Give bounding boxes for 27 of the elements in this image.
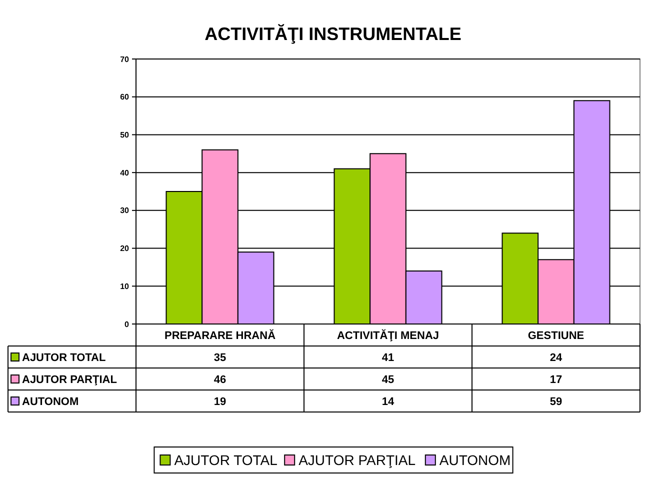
- y-tick-label: 0: [124, 320, 130, 329]
- x-tick-label: PREPARARE HRANĂ: [164, 328, 276, 342]
- x-tick-label: GESTIUNE: [528, 330, 584, 342]
- data-label: 41: [382, 352, 394, 364]
- data-label: 14: [382, 396, 395, 408]
- data-label: 46: [214, 374, 226, 386]
- x-tick-label: ACTIVITĂŢI MENAJ: [336, 328, 440, 342]
- legend-label: AJUTOR PARŢIAL: [22, 374, 118, 386]
- data-label: 45: [382, 374, 394, 386]
- data-label: 59: [550, 396, 562, 408]
- y-tick-label: 60: [120, 92, 130, 102]
- data-label: 17: [550, 374, 562, 386]
- text: AJUTOR TOTAL: [174, 452, 278, 468]
- legend-label: AJUTOR TOTAL: [22, 352, 106, 364]
- data-label: 24: [550, 352, 563, 364]
- y-tick-label: 20: [120, 244, 130, 254]
- y-tick-label: 50: [120, 130, 130, 140]
- data-label: 35: [214, 352, 226, 364]
- text: AJUTOR PARŢIAL: [298, 452, 416, 468]
- y-tick-label: 70: [120, 54, 130, 64]
- y-tick-label: 10: [120, 282, 130, 291]
- y-tick-label: 30: [120, 206, 130, 216]
- text: AUTONOM: [22, 396, 79, 408]
- y-tick-label: 40: [120, 168, 130, 178]
- data-label: 19: [214, 396, 226, 408]
- chart-title: ACTIVITĂŢI INSTRUMENTALE: [204, 24, 462, 44]
- legend-label: AUTONOM: [439, 452, 511, 468]
